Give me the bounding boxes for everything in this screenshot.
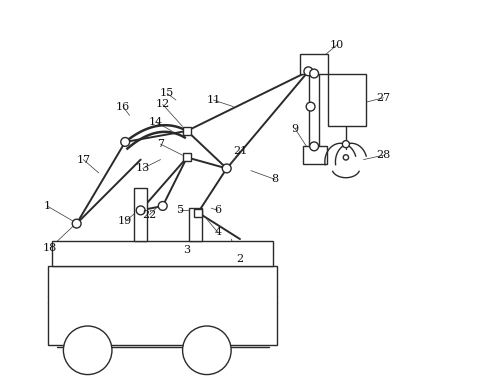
Text: 13: 13 <box>135 163 150 173</box>
Text: 21: 21 <box>232 146 246 156</box>
Text: 17: 17 <box>76 155 90 165</box>
Circle shape <box>121 138 129 146</box>
Circle shape <box>309 142 318 151</box>
Text: 6: 6 <box>214 205 221 215</box>
Text: 8: 8 <box>271 174 278 184</box>
Circle shape <box>182 326 230 375</box>
Bar <box>194 209 201 216</box>
Text: 2: 2 <box>236 254 243 264</box>
Bar <box>183 154 190 162</box>
Bar <box>299 54 328 74</box>
Bar <box>328 74 365 126</box>
Text: 10: 10 <box>329 40 344 50</box>
Circle shape <box>309 69 318 78</box>
Text: 16: 16 <box>116 102 130 112</box>
Text: 12: 12 <box>155 99 169 109</box>
Circle shape <box>158 202 167 210</box>
Circle shape <box>72 219 81 228</box>
Circle shape <box>63 326 112 375</box>
Bar <box>302 146 326 164</box>
Text: 27: 27 <box>376 93 390 103</box>
Circle shape <box>342 141 349 148</box>
Text: 18: 18 <box>43 243 57 253</box>
Text: 14: 14 <box>149 117 163 127</box>
Text: 3: 3 <box>183 245 190 255</box>
Bar <box>48 266 277 345</box>
Text: 4: 4 <box>214 227 221 237</box>
Text: 5: 5 <box>176 205 183 215</box>
Bar <box>52 241 273 266</box>
Bar <box>183 127 190 135</box>
Circle shape <box>304 67 312 76</box>
Text: 28: 28 <box>376 150 390 160</box>
Circle shape <box>306 102 314 111</box>
Text: 19: 19 <box>118 216 132 226</box>
Text: 22: 22 <box>142 210 156 220</box>
Bar <box>134 188 147 241</box>
Text: 15: 15 <box>160 88 174 98</box>
Circle shape <box>222 164 230 173</box>
Text: 11: 11 <box>206 95 220 105</box>
Text: 7: 7 <box>157 139 164 149</box>
Text: 1: 1 <box>44 201 51 211</box>
Bar <box>189 208 202 241</box>
Text: 9: 9 <box>291 124 298 134</box>
Circle shape <box>136 206 145 215</box>
Circle shape <box>343 155 348 160</box>
